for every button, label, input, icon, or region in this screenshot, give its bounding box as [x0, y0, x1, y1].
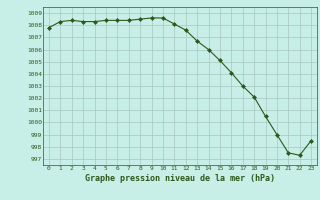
X-axis label: Graphe pression niveau de la mer (hPa): Graphe pression niveau de la mer (hPa) — [85, 174, 275, 183]
